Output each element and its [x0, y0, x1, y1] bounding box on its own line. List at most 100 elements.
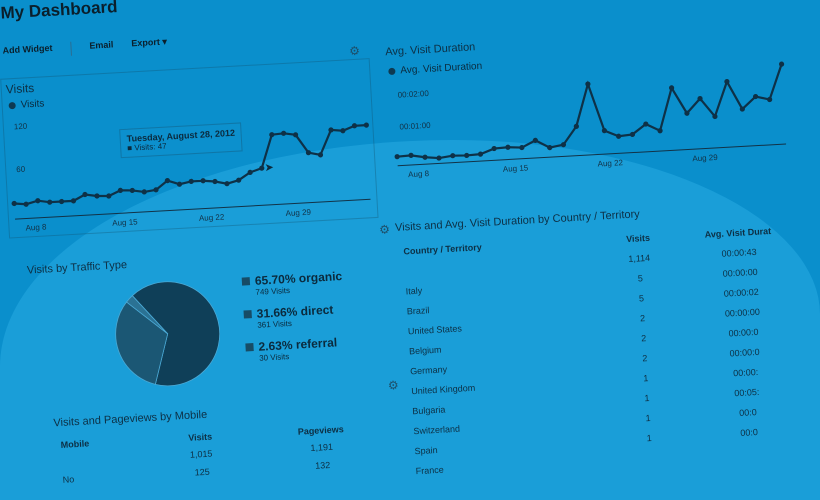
- email-button[interactable]: Email: [89, 39, 114, 51]
- data-point[interactable]: [82, 191, 88, 198]
- x-tick-label: Aug 15: [112, 217, 138, 227]
- pie-slice[interactable]: [125, 294, 168, 336]
- data-point[interactable]: [281, 130, 287, 136]
- data-point[interactable]: [106, 193, 112, 199]
- data-point[interactable]: [94, 193, 100, 199]
- data-point[interactable]: [129, 187, 135, 194]
- data-point[interactable]: [450, 153, 456, 159]
- tooltip-value: ■ Visits: 47: [127, 141, 167, 153]
- data-point[interactable]: [188, 178, 194, 185]
- data-point[interactable]: [739, 106, 745, 112]
- visits-widget: Visits Visits 60 120 Aug 8 Aug 15 Aug 22 Aug …: [0, 58, 379, 239]
- data-point[interactable]: [70, 198, 77, 204]
- x-tick-label: Aug 15: [503, 163, 529, 173]
- data-point[interactable]: [697, 96, 703, 102]
- data-point[interactable]: [519, 144, 525, 151]
- legend-direct: 31.66% direct 361 Visits: [243, 302, 345, 331]
- data-point[interactable]: [35, 198, 41, 204]
- data-point[interactable]: [585, 81, 591, 87]
- pie-slice[interactable]: [114, 300, 171, 387]
- legend-swatch-icon: [243, 310, 252, 319]
- data-point[interactable]: [752, 93, 759, 100]
- data-point[interactable]: [340, 128, 346, 134]
- data-point[interactable]: [164, 177, 170, 184]
- data-point[interactable]: [724, 79, 730, 85]
- x-tick-label: Aug 22: [199, 212, 225, 222]
- add-widget-button[interactable]: Add Widget: [2, 42, 53, 56]
- data-point[interactable]: [351, 123, 358, 129]
- mobile-table-title: Visits and Pageviews by Mobile: [53, 408, 208, 430]
- gear-icon[interactable]: ⚙: [378, 222, 391, 237]
- data-point[interactable]: [58, 198, 65, 205]
- data-point[interactable]: [212, 178, 218, 185]
- data-point[interactable]: [422, 154, 428, 160]
- data-point[interactable]: [292, 132, 299, 138]
- data-point[interactable]: [176, 181, 183, 187]
- dashboard: My Dashboard Add Widget Email Export ▾ ⚙…: [0, 0, 806, 485]
- visits-chart[interactable]: 60 120 Aug 8 Aug 15 Aug 22 Aug 29: [1, 59, 379, 239]
- data-point[interactable]: [616, 133, 622, 139]
- data-point[interactable]: [573, 123, 579, 129]
- pie-legend: 65.70% organic 749 Visits 31.66% direct 36…: [241, 269, 347, 373]
- data-point[interactable]: [394, 154, 400, 160]
- data-point[interactable]: [11, 200, 17, 207]
- country-table: Country / Territory Visits Avg. Visit Dura…: [403, 220, 806, 481]
- x-tick-label: Aug 22: [597, 158, 623, 168]
- y-tick-label: 00:02:00: [397, 89, 429, 100]
- series-line: [397, 63, 783, 160]
- data-point[interactable]: [643, 121, 649, 127]
- data-point[interactable]: [259, 165, 265, 171]
- data-point[interactable]: [117, 187, 124, 193]
- tooltip-date: Tuesday, August 28, 2012: [126, 127, 236, 144]
- data-point[interactable]: [778, 61, 785, 67]
- data-point[interactable]: [363, 122, 369, 128]
- y-tick-label: 00:01:00: [399, 121, 431, 132]
- legend-organic: 65.70% organic 749 Visits: [241, 269, 343, 298]
- data-point[interactable]: [247, 169, 253, 175]
- data-point[interactable]: [305, 150, 312, 156]
- data-point[interactable]: [200, 178, 206, 184]
- export-button[interactable]: Export ▾: [131, 36, 168, 49]
- data-point[interactable]: [436, 155, 442, 161]
- data-point[interactable]: [560, 142, 567, 148]
- data-point[interactable]: [657, 128, 663, 134]
- data-point[interactable]: [684, 110, 690, 116]
- x-tick-label: Aug 29: [285, 208, 311, 218]
- data-point[interactable]: [47, 199, 53, 205]
- data-point[interactable]: [491, 145, 497, 152]
- data-point[interactable]: [601, 128, 608, 134]
- data-point[interactable]: [547, 145, 553, 151]
- legend-referral: 2.63% referral 30 Visits: [245, 335, 347, 364]
- x-axis: [15, 198, 371, 220]
- data-point[interactable]: [153, 187, 159, 193]
- x-tick-label: Aug 29: [692, 153, 718, 163]
- data-point[interactable]: [408, 152, 414, 158]
- gear-icon[interactable]: ⚙: [348, 43, 361, 59]
- data-point[interactable]: [141, 189, 147, 195]
- duration-widget: Avg. Visit Duration Avg. Visit Duration …: [385, 24, 793, 206]
- data-point[interactable]: [224, 181, 230, 187]
- toolbar: Add Widget Email Export ▾: [2, 36, 167, 59]
- data-point[interactable]: [328, 127, 334, 133]
- pie-slice[interactable]: [131, 279, 223, 388]
- data-point[interactable]: [532, 137, 538, 143]
- traffic-pie-chart[interactable]: [110, 276, 226, 392]
- data-point[interactable]: [477, 151, 484, 157]
- x-tick-label: Aug 8: [25, 222, 47, 232]
- data-point[interactable]: [269, 132, 275, 138]
- data-point[interactable]: [629, 131, 636, 138]
- page-title: My Dashboard: [0, 0, 119, 23]
- data-point[interactable]: [23, 201, 29, 207]
- data-point[interactable]: [767, 96, 773, 103]
- gear-icon[interactable]: ⚙: [387, 378, 400, 393]
- data-point[interactable]: [464, 152, 470, 159]
- x-tick-label: Aug 8: [408, 169, 430, 179]
- data-point[interactable]: [236, 177, 242, 183]
- data-point[interactable]: [668, 85, 675, 91]
- duration-chart[interactable]: 00:01:00 00:02:00 Aug 8 Aug 15 Aug 22 Aug 29: [385, 24, 793, 206]
- legend-swatch-icon: [245, 343, 254, 352]
- data-point[interactable]: [505, 144, 511, 150]
- cell: 125: [194, 466, 210, 478]
- data-point[interactable]: [317, 152, 324, 158]
- data-point[interactable]: [712, 113, 718, 120]
